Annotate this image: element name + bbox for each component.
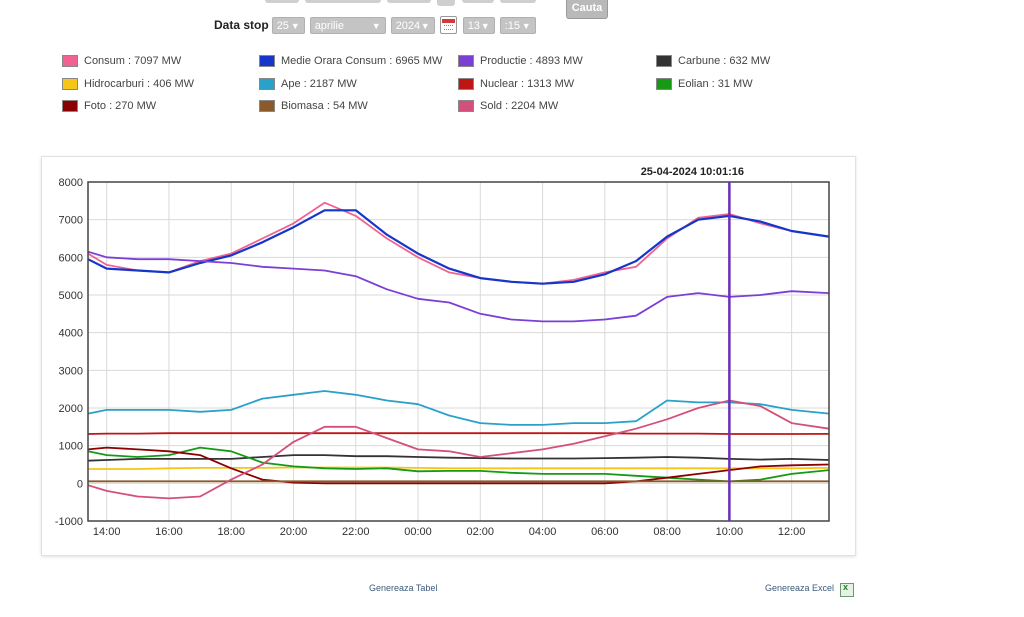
legend-swatch [656, 78, 672, 90]
legend-swatch [656, 55, 672, 67]
series-line-productie [87, 250, 830, 323]
search-button[interactable]: Cauta [566, 0, 608, 19]
stop-hour-select[interactable]: 13 ▼ [462, 16, 495, 34]
x-tick-label: 06:00 [591, 526, 619, 538]
legend-label: Ape : 2187 MW [281, 78, 357, 90]
legend-label: Carbune : 632 MW [678, 55, 771, 67]
x-tick-label: 10:00 [716, 526, 744, 538]
start-month-select-edge[interactable] [305, 0, 381, 3]
x-tick-label: 02:00 [467, 526, 495, 538]
y-tick-label: -1000 [55, 516, 83, 528]
legend-item-carbune[interactable]: Carbune : 632 MW [656, 55, 770, 67]
legend-item-consum[interactable]: Consum : 7097 MW [62, 55, 181, 67]
x-tick-label: 08:00 [653, 526, 681, 538]
x-tick-label: 20:00 [280, 526, 308, 538]
x-tick-label: 16:00 [155, 526, 183, 538]
series-line-carbune [87, 454, 830, 462]
series-line-eolian [87, 446, 830, 483]
stop-hour-value: 13 [467, 19, 480, 32]
chevron-down-icon: ▼ [480, 20, 490, 31]
y-tick-label: 8000 [59, 177, 83, 189]
legend-item-ape[interactable]: Ape : 2187 MW [259, 78, 357, 90]
x-tick-label: 18:00 [217, 526, 245, 538]
x-tick-label: 22:00 [342, 526, 370, 538]
legend-label: Consum : 7097 MW [84, 55, 182, 67]
x-tick-label: 04:00 [529, 526, 557, 538]
plot-frame [87, 181, 830, 522]
y-tick-label: 2000 [59, 403, 83, 415]
legend-label: Nuclear : 1313 MW [480, 78, 575, 90]
excel-icon[interactable] [840, 582, 854, 597]
start-calendar-edge[interactable] [437, 0, 455, 6]
legend-swatch [62, 100, 78, 112]
y-tick-label: 1000 [59, 441, 83, 453]
y-tick-label: 4000 [59, 328, 83, 340]
start-day-select-edge[interactable] [265, 0, 299, 3]
legend-label: Sold : 2204 MW [480, 100, 559, 112]
series-line-medie-orara-consum [87, 209, 830, 285]
legend-label: Biomasa : 54 MW [281, 100, 368, 112]
power-chart[interactable]: -1000 0 1000 2000 3000 4000 5000 6000 7000 8000 14… [42, 157, 855, 555]
y-tick-label: 7000 [59, 215, 83, 227]
series-line-ape [87, 390, 830, 426]
stop-date-label: Data stop [214, 18, 269, 32]
legend-item-sold[interactable]: Sold : 2204 MW [458, 100, 558, 112]
series-line-sold [87, 399, 830, 500]
legend-label: Hidrocarburi : 406 MW [84, 78, 195, 90]
x-tick-label: 00:00 [404, 526, 432, 538]
legend-label: Productie : 4893 MW [480, 55, 583, 67]
legend-swatch [259, 100, 275, 112]
chevron-down-icon: ▼ [371, 20, 381, 31]
x-tick-label: 14:00 [93, 526, 121, 538]
stop-date-row: Data stop 25 ▼ aprilie ▼ 2024 ▼ 13 ▼ :15 ▼ [214, 15, 541, 35]
legend-swatch [458, 78, 474, 90]
calendar-icon[interactable] [439, 16, 457, 34]
series-line-hidrocarburi [88, 466, 830, 470]
generate-table-link[interactable]: Genereaza Tabel [369, 583, 438, 593]
x-tick-label: 12:00 [778, 526, 806, 538]
stop-year-select[interactable]: 2024 ▼ [390, 16, 435, 34]
start-year-select-edge[interactable] [387, 0, 431, 3]
start-minute-select-edge[interactable] [500, 0, 536, 3]
legend-item-eolian[interactable]: Eolian : 31 MW [656, 78, 753, 90]
legend-swatch [62, 78, 78, 90]
legend-swatch [259, 55, 275, 67]
stop-month-select[interactable]: aprilie ▼ [309, 16, 386, 34]
legend-label: Foto : 270 MW [84, 100, 157, 112]
chart-timestamp: 25-04-2024 10:01:16 [641, 166, 744, 178]
legend-label: Medie Orara Consum : 6965 MW [281, 55, 443, 67]
stop-minute-select[interactable]: :15 ▼ [499, 16, 536, 34]
stop-month-value: aprilie [314, 19, 345, 32]
legend-item-biomasa[interactable]: Biomasa : 54 MW [259, 100, 368, 112]
y-tick-label: 3000 [59, 365, 83, 377]
series-line-foto [87, 446, 830, 485]
chart-container: -1000 0 1000 2000 3000 4000 5000 6000 7000 8000 14… [41, 156, 856, 556]
legend-item-nuclear[interactable]: Nuclear : 1313 MW [458, 78, 574, 90]
series-line-nuclear [87, 432, 830, 435]
legend-item-foto[interactable]: Foto : 270 MW [62, 100, 156, 112]
chevron-down-icon: ▼ [521, 20, 531, 31]
chevron-down-icon: ▼ [420, 20, 430, 31]
y-tick-label: 6000 [59, 252, 83, 264]
chevron-down-icon: ▼ [290, 20, 300, 31]
legend-item-productie[interactable]: Productie : 4893 MW [458, 55, 583, 67]
y-tick-label: 5000 [59, 290, 83, 302]
legend-item-medie-orara[interactable]: Medie Orara Consum : 6965 MW [259, 55, 442, 67]
legend-swatch [458, 55, 474, 67]
start-hour-select-edge[interactable] [462, 0, 494, 3]
stop-minute-value: :15 [504, 19, 520, 32]
legend-swatch [458, 100, 474, 112]
legend-item-hidrocarburi[interactable]: Hidrocarburi : 406 MW [62, 78, 194, 90]
legend-swatch [259, 78, 275, 90]
legend-swatch [62, 55, 78, 67]
generate-excel-link[interactable]: Genereaza Excel [765, 583, 835, 593]
legend-label: Eolian : 31 MW [678, 78, 753, 90]
stop-day-value: 25 [276, 19, 289, 32]
stop-day-select[interactable]: 25 ▼ [271, 16, 305, 34]
stop-year-value: 2024 [395, 19, 421, 32]
y-tick-label: 0 [77, 478, 83, 490]
